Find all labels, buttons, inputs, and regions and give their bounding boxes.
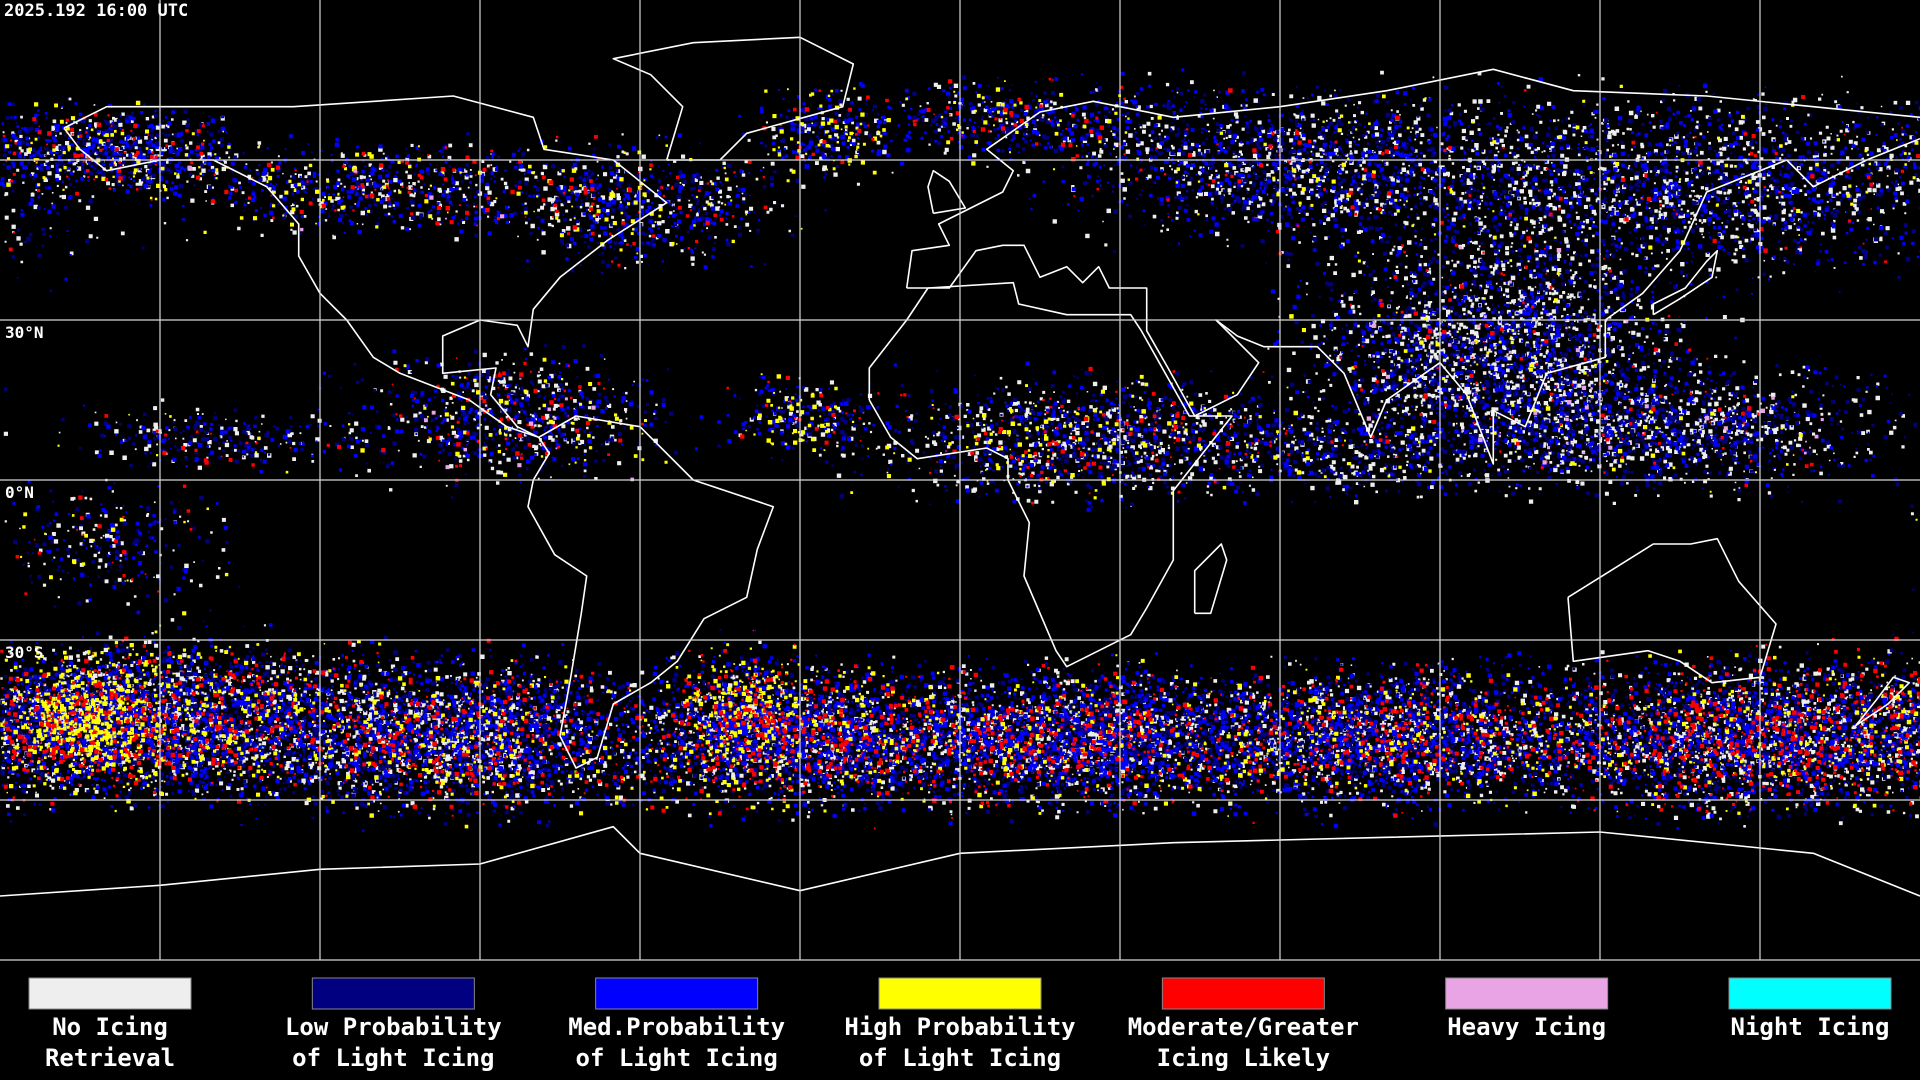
latitude-label: 30°S	[5, 643, 44, 662]
legend-label: Retrieval	[45, 1044, 175, 1072]
legend-label: Moderate/Greater	[1128, 1013, 1359, 1041]
coastline	[1652, 249, 1719, 316]
legend: No Icing Retrieval Low Probability of Light…	[28, 977, 1892, 1072]
graticule	[0, 0, 1920, 961]
legend-label: of Light Icing	[859, 1044, 1061, 1072]
legend-label: High Probability	[844, 1013, 1075, 1041]
legend-label: Icing Likely	[1157, 1044, 1330, 1072]
coastline	[527, 415, 775, 769]
legend-swatch	[311, 977, 475, 1010]
legend-swatch	[595, 977, 759, 1010]
latitude-label: 0°N	[5, 483, 34, 502]
legend-label: Night Icing	[1731, 1013, 1890, 1041]
legend-swatch	[1728, 977, 1892, 1010]
coastline	[868, 281, 1233, 668]
legend-label: Med.Probability	[568, 1013, 785, 1041]
latitude-label: 30°N	[5, 323, 44, 342]
legend-swatch	[1445, 977, 1609, 1010]
legend-label: of Light Icing	[292, 1044, 494, 1072]
legend-swatch	[878, 977, 1042, 1010]
legend-swatch	[28, 977, 192, 1010]
legend-label: of Light Icing	[576, 1044, 778, 1072]
icing-pixels	[0, 68, 1920, 832]
legend-label: No Icing	[52, 1013, 168, 1041]
coastline	[1193, 543, 1228, 615]
coastline	[905, 68, 1920, 289]
legend-label: Heavy Icing	[1447, 1013, 1606, 1041]
coastline	[906, 137, 1920, 465]
timestamp: 2025.192 16:00 UTC	[4, 1, 188, 21]
coastline	[1567, 537, 1777, 684]
coastline	[63, 95, 668, 439]
legend-swatch	[1161, 977, 1325, 1010]
coastline	[1855, 676, 1911, 727]
legend-label: Low Probability	[285, 1013, 502, 1041]
latitude-labels: 30°N 0°N 30°S	[5, 323, 44, 662]
